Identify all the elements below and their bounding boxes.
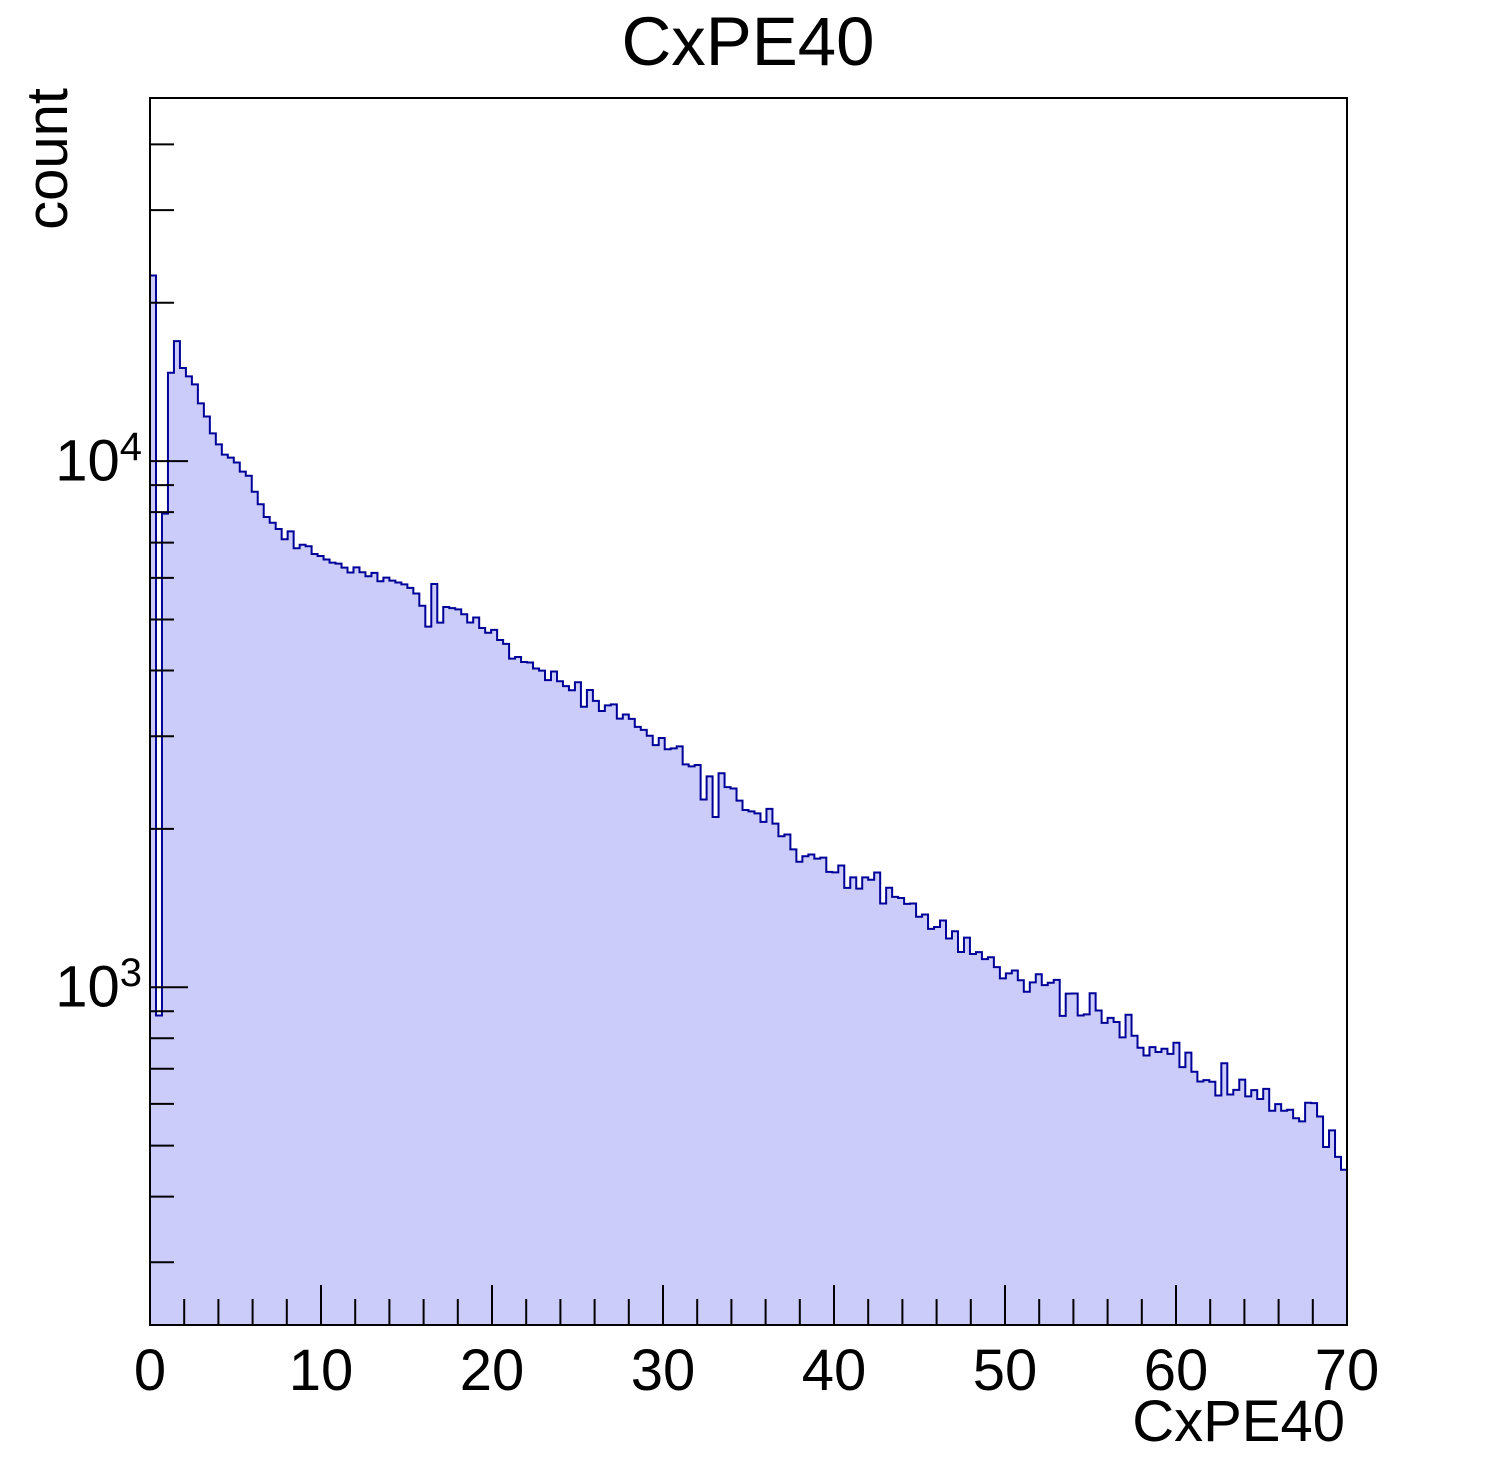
x-tick-label: 30 <box>630 1338 696 1403</box>
plot-frame <box>149 97 1348 1326</box>
x-tick-label: 70 <box>1314 1338 1380 1403</box>
y-tick-label: 103 <box>55 951 142 1020</box>
y-tick-label: 104 <box>55 425 142 494</box>
x-tick-label: 40 <box>801 1338 867 1403</box>
x-axis-label: CxPE40 <box>1132 1389 1345 1454</box>
x-tick-label: 20 <box>459 1338 525 1403</box>
chart-title: CxPE40 <box>621 3 875 80</box>
x-tick-label: 60 <box>1143 1338 1209 1403</box>
x-tick-label: 50 <box>972 1338 1038 1403</box>
x-tick-label: 10 <box>288 1338 354 1403</box>
histogram-series <box>149 274 1348 1326</box>
x-tick-label: 0 <box>133 1338 167 1403</box>
